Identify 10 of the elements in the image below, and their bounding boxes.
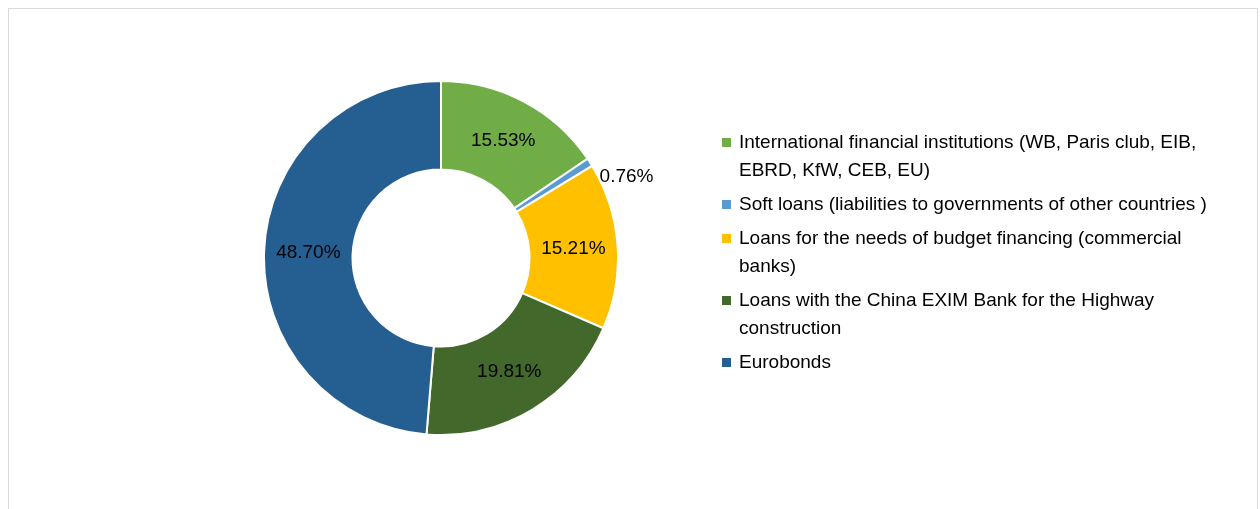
data-label: 19.81%: [477, 360, 542, 382]
data-label: 15.53%: [471, 128, 536, 150]
legend-label: International financial institutions (WB, Paris club, EIB, EBRD, KfW, CEB, EU): [739, 130, 1198, 182]
legend-label: Soft loans (liabilities to governments of other countries ): [739, 192, 1207, 216]
data-label: 48.70%: [276, 240, 341, 262]
legend-label: Loans with the China EXIM Bank for the Highway construction: [739, 288, 1156, 340]
data-label: 15.21%: [541, 237, 606, 259]
legend-label: Loans for the needs of budget financing (commercial banks): [739, 226, 1183, 278]
legend-label: Eurobonds: [739, 350, 831, 374]
data-label: 0.76%: [599, 164, 654, 186]
